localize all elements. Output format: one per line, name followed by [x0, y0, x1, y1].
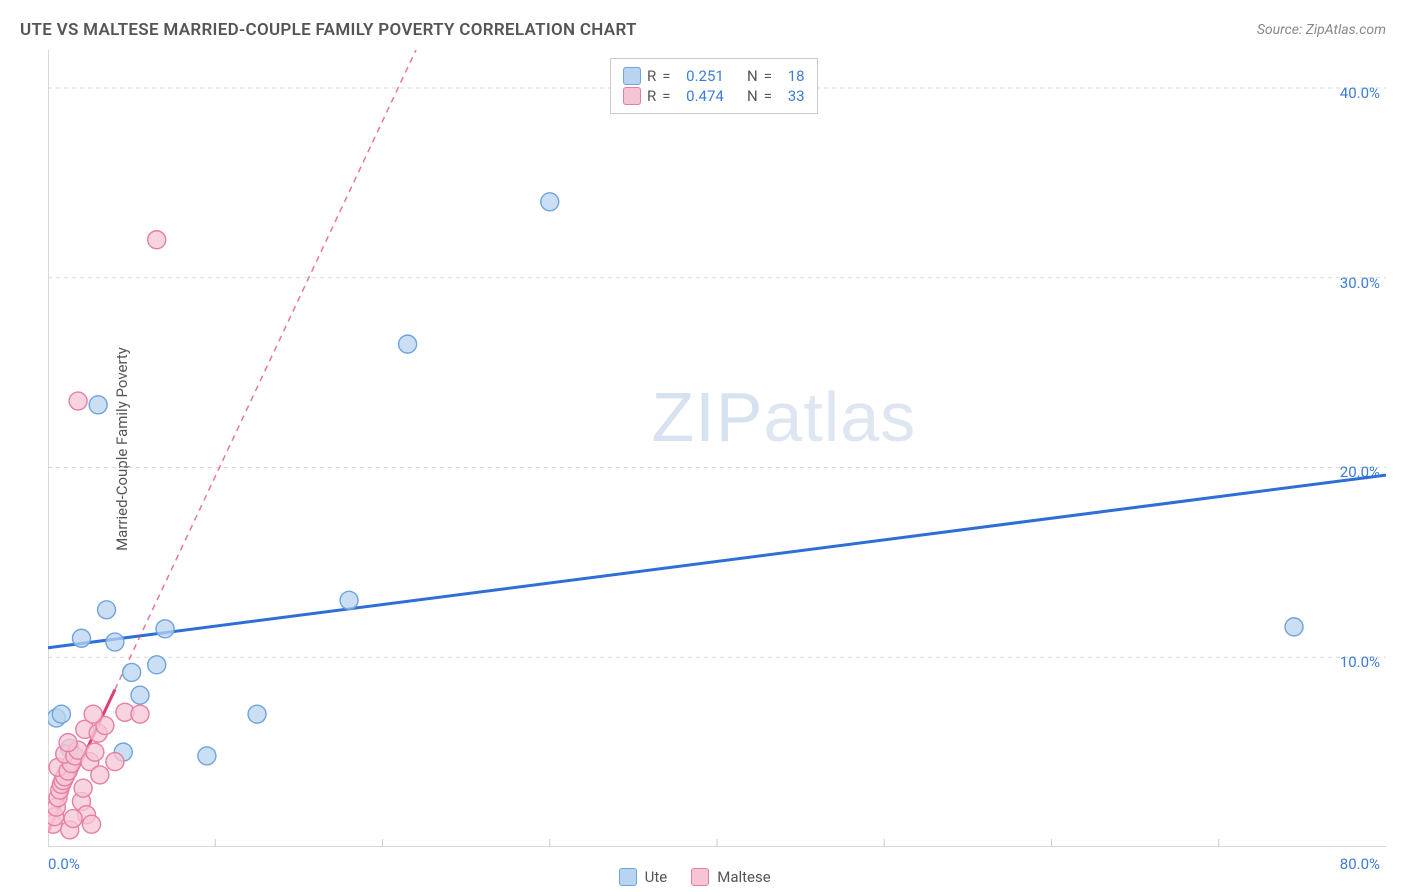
legend-n-label: N — [747, 67, 758, 85]
source-label: Source: ZipAtlas.com — [1257, 22, 1386, 38]
legend-swatch — [691, 868, 709, 886]
chart-title: UTE VS MALTESE MARRIED-COUPLE FAMILY POV… — [20, 20, 637, 40]
header: UTE VS MALTESE MARRIED-COUPLE FAMILY POV… — [20, 20, 1386, 40]
legend-swatch — [623, 67, 641, 85]
legend-r-value: 0.251 — [686, 67, 724, 85]
legend-eq: = — [764, 87, 772, 105]
legend-swatch — [619, 868, 637, 886]
scatter-plot — [48, 50, 1386, 847]
legend-series-label: Maltese — [717, 868, 770, 886]
legend-n-value: 18 — [788, 67, 805, 85]
legend-r-label: R — [647, 87, 656, 105]
legend-r-value: 0.474 — [686, 87, 724, 105]
legend-series-item: Ute — [619, 868, 668, 886]
chart-area: Married-Couple Family Poverty ZIPatlas R… — [48, 50, 1386, 847]
legend-eq: = — [662, 87, 670, 105]
y-tick-label: 30.0% — [1340, 274, 1380, 292]
legend-r-label: R — [647, 67, 656, 85]
legend-n-value: 33 — [788, 87, 805, 105]
y-tick-label: 40.0% — [1340, 84, 1380, 102]
legend-swatch — [623, 87, 641, 105]
legend-stats: R = 0.251 N = 18 R = 0.474 N = 33 — [610, 58, 818, 114]
legend-eq: = — [764, 67, 772, 85]
y-tick-label: 10.0% — [1340, 653, 1380, 671]
legend-series-item: Maltese — [691, 868, 770, 886]
legend-series: Ute Maltese — [619, 868, 771, 886]
legend-stats-row: R = 0.251 N = 18 — [623, 67, 805, 85]
x-tick-label: 80.0% — [1340, 855, 1380, 873]
x-tick-label: 0.0% — [48, 855, 80, 873]
legend-series-label: Ute — [645, 868, 668, 886]
legend-n-label: N — [747, 87, 758, 105]
legend-eq: = — [662, 67, 670, 85]
y-tick-label: 20.0% — [1340, 463, 1380, 481]
legend-stats-row: R = 0.474 N = 33 — [623, 87, 805, 105]
